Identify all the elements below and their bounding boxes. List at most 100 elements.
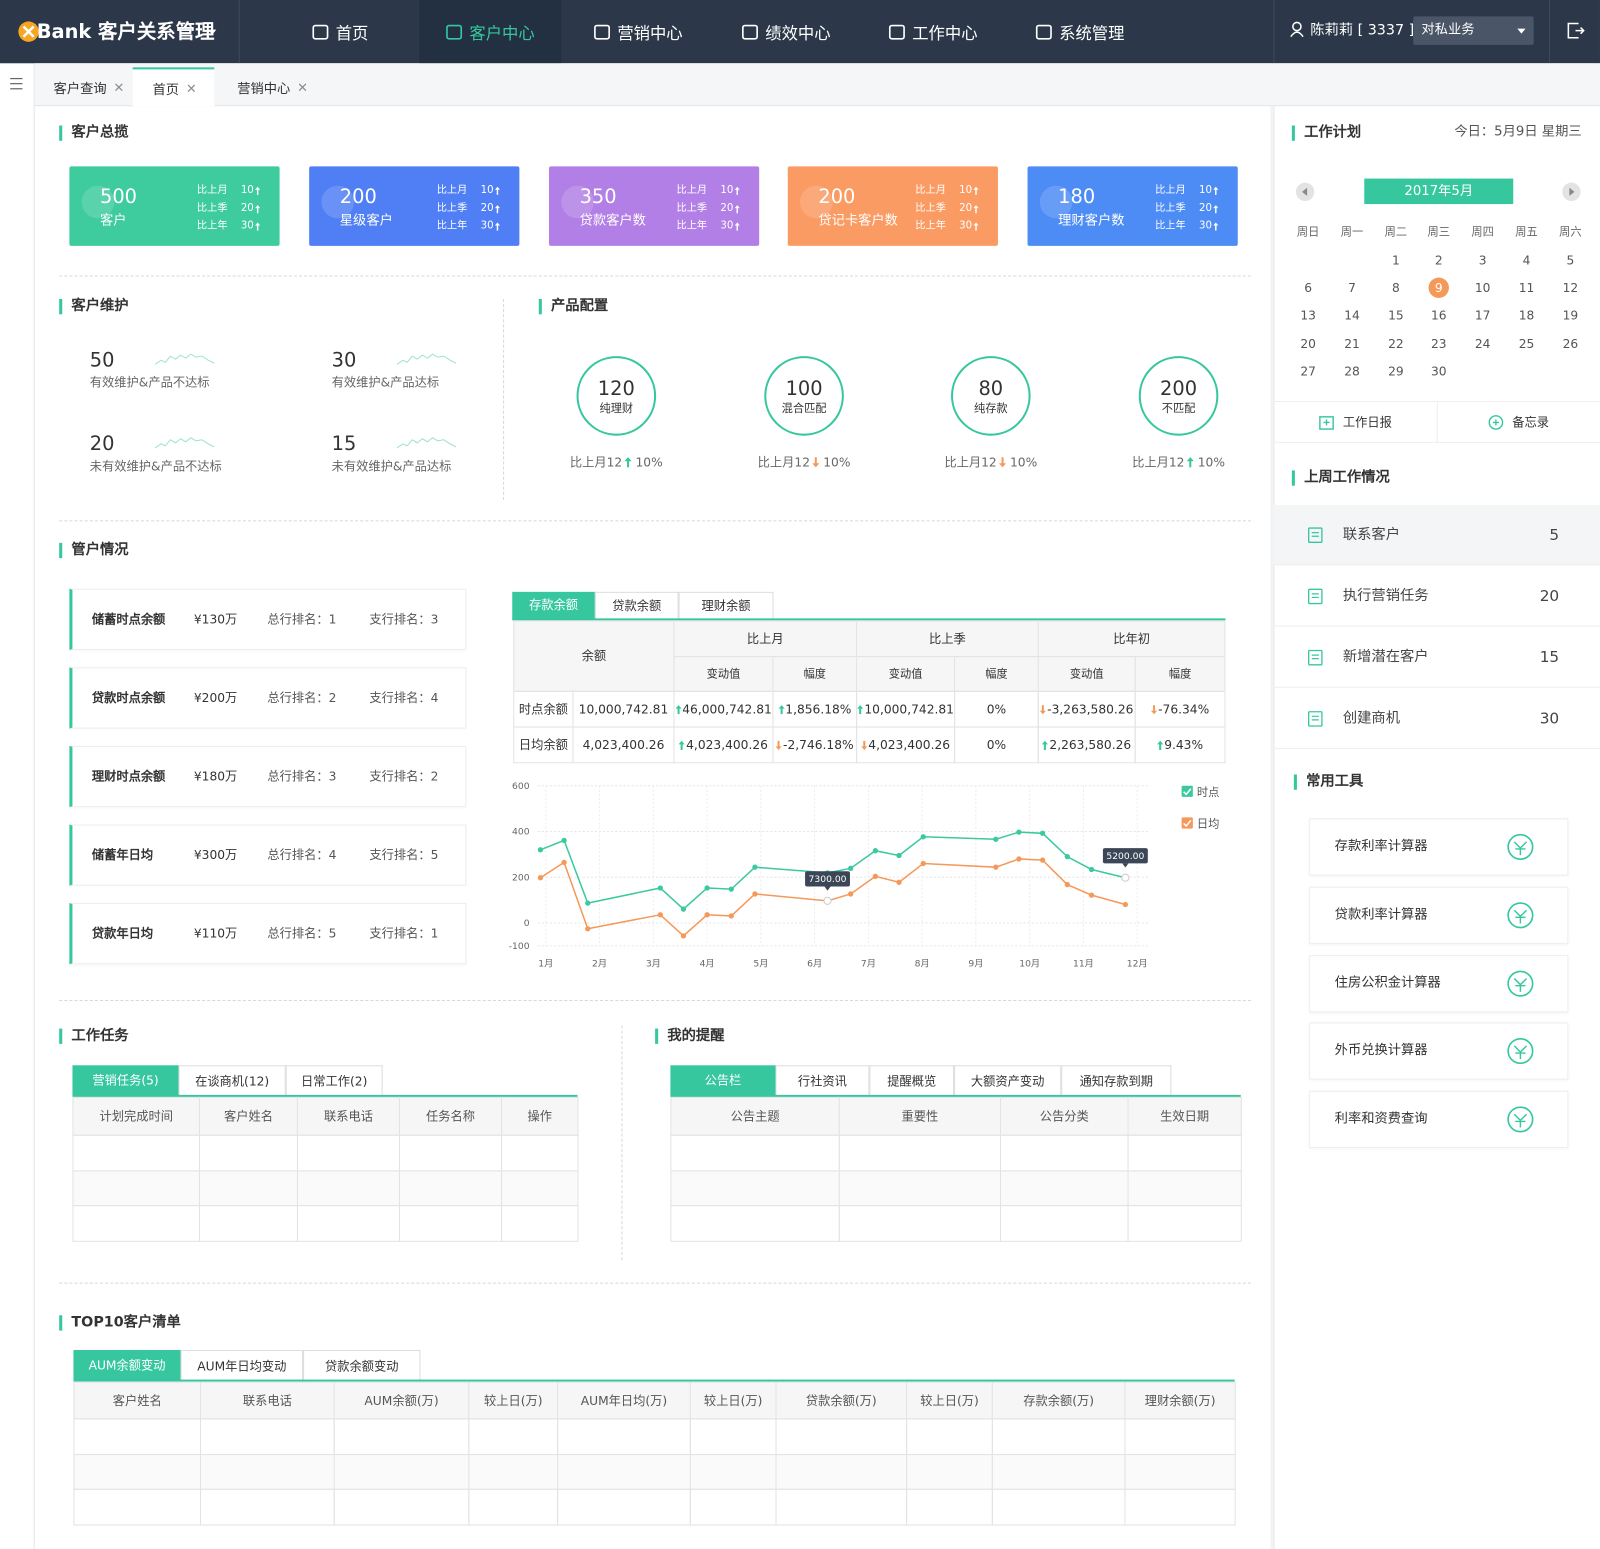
table-cell xyxy=(398,1205,503,1242)
table-cell xyxy=(296,1134,400,1172)
calendar-day: 18 xyxy=(1518,308,1535,323)
table-tab[interactable]: 营销任务(5) xyxy=(72,1065,179,1096)
page-tab[interactable]: 首页 xyxy=(132,67,215,107)
table-cell: 0% xyxy=(954,726,1039,764)
arrow-shape xyxy=(857,704,864,714)
nav-label: 客户中心 xyxy=(469,23,535,43)
weekday: 周二 xyxy=(1384,225,1408,239)
nav-icon xyxy=(594,24,610,40)
nav-item[interactable]: 工作中心 xyxy=(861,0,1004,63)
tab-close[interactable] xyxy=(114,83,122,91)
trend-arrow xyxy=(1040,704,1047,714)
divider xyxy=(503,298,505,500)
compare-label: 比上月 xyxy=(436,184,468,196)
nav-item[interactable]: 绩效中心 xyxy=(714,0,857,63)
tool-card[interactable] xyxy=(1309,886,1569,944)
tab-close[interactable] xyxy=(298,83,306,91)
cell-text: -3,263,580.26 xyxy=(1047,701,1134,716)
arrow-shape xyxy=(494,204,500,213)
business-select[interactable]: 对私业务 xyxy=(1413,16,1534,45)
table-tab[interactable]: 日常工作(2) xyxy=(285,1065,383,1096)
page-tab[interactable]: 客户查询 xyxy=(41,67,135,106)
table-cell xyxy=(468,1453,559,1491)
row-total: 总行排名：5 xyxy=(267,926,337,941)
nav-item[interactable]: 客户中心 xyxy=(418,0,561,63)
icon-shape xyxy=(1507,1106,1534,1133)
trend-arrow xyxy=(255,204,261,213)
table-tab[interactable]: AUM年日均变动 xyxy=(180,1349,304,1381)
table-header: 理财余额(万) xyxy=(1124,1381,1236,1420)
row-name: 贷款年日均 xyxy=(91,926,154,941)
table-tab[interactable]: 提醒概览 xyxy=(869,1065,955,1096)
icon-detail xyxy=(1513,909,1528,924)
table-tab[interactable]: 在谈商机(12) xyxy=(178,1065,286,1096)
table-tab[interactable]: 通知存款到期 xyxy=(1061,1065,1172,1096)
maint-label: 未有效维护&产品达标 xyxy=(331,459,452,474)
data-point xyxy=(872,848,879,854)
trend-arrow xyxy=(1213,204,1219,213)
row-amount: ¥180万 xyxy=(193,769,238,784)
caret xyxy=(208,29,217,35)
table-cell xyxy=(73,1489,202,1526)
data-point xyxy=(657,912,663,918)
table-header: 生效日期 xyxy=(1127,1096,1242,1136)
compare-label: 比上年 xyxy=(676,220,708,232)
row-name: 储蓄时点余额 xyxy=(91,612,166,627)
tool-card[interactable] xyxy=(1309,954,1569,1012)
arrow-shape xyxy=(1042,740,1049,750)
tool-card[interactable] xyxy=(1309,818,1569,876)
table-tab[interactable]: 存款余额 xyxy=(512,591,595,620)
compare-value: 20 xyxy=(1198,202,1212,214)
tab-close[interactable] xyxy=(187,84,195,92)
weekday: 周一 xyxy=(1340,225,1364,239)
table-tab[interactable]: 行社资讯 xyxy=(775,1065,870,1096)
cell-text: -76.34% xyxy=(1158,701,1210,716)
trend-arrow xyxy=(255,222,261,231)
tool-icon xyxy=(1507,970,1534,997)
nav-item[interactable]: 营销中心 xyxy=(566,0,709,63)
data-point xyxy=(847,865,854,871)
nav-item[interactable]: 系统管理 xyxy=(1008,0,1151,63)
data-point xyxy=(680,933,687,939)
arrow-shape xyxy=(624,457,632,468)
icon-shape xyxy=(1307,711,1323,727)
nav-icon xyxy=(888,24,905,40)
brand: Bank 客户关系管理 xyxy=(36,20,215,43)
table-tab[interactable]: AUM余额变动 xyxy=(73,1349,181,1381)
table-tab[interactable]: 理财余额 xyxy=(678,591,774,620)
page-tab[interactable]: 营销中心 xyxy=(224,67,318,106)
cell-text: 0% xyxy=(986,701,1007,716)
stat-card xyxy=(1027,166,1238,246)
data-point xyxy=(704,885,710,891)
table-tab[interactable]: 贷款余额 xyxy=(594,591,679,620)
card-value: 200 xyxy=(339,185,377,209)
cell-text: 4,023,400.26 xyxy=(868,737,951,752)
cal-button[interactable]: 工作日报 xyxy=(1273,401,1436,443)
table-tab[interactable]: 公告栏 xyxy=(670,1065,776,1096)
title-bar xyxy=(59,1315,63,1331)
calendar-day: 28 xyxy=(1344,364,1360,379)
table-tab[interactable]: 贷款余额变动 xyxy=(303,1349,421,1381)
table-cell: 1,856.18% xyxy=(772,690,858,728)
table-tab[interactable]: 大额资产变动 xyxy=(954,1065,1062,1096)
weekday: 周三 xyxy=(1427,225,1450,239)
item-icon xyxy=(1307,527,1323,544)
table-header: 变动值 xyxy=(673,656,774,692)
tool-card[interactable] xyxy=(1309,1022,1569,1080)
y-tick-label: 400 xyxy=(512,827,530,838)
compare-value: 30 xyxy=(959,220,973,232)
arrow-shape xyxy=(812,457,820,468)
table-header: 变动值 xyxy=(1037,656,1136,692)
weekday: 周四 xyxy=(1471,225,1494,239)
title-bar xyxy=(655,1028,659,1044)
tool-card[interactable] xyxy=(1309,1090,1569,1149)
table-cell xyxy=(999,1170,1129,1207)
tool-label: 贷款利率计算器 xyxy=(1334,906,1428,923)
y-tick-label: 0 xyxy=(524,918,530,929)
x-tick-label: 2月 xyxy=(592,958,607,969)
item-label: 新增潜在客户 xyxy=(1342,648,1429,666)
cal-button[interactable]: 备忘录 xyxy=(1437,401,1600,443)
nav-item[interactable]: 首页 xyxy=(268,0,411,63)
row-name: 理财时点余额 xyxy=(91,769,166,784)
section-title: 产品配置 xyxy=(551,297,609,315)
